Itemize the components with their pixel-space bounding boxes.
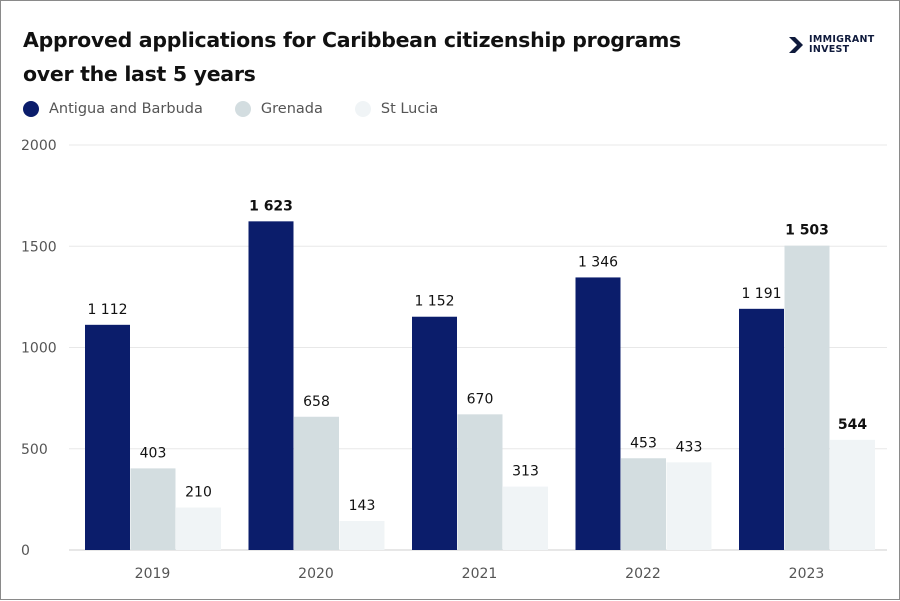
y-tick-label: 1000 <box>21 341 57 357</box>
x-tick-label: 2023 <box>789 566 825 582</box>
logo-line-1: IMMIGRANT <box>809 34 875 45</box>
title-line-2: over the last 5 years <box>23 62 256 86</box>
legend-swatch <box>23 101 39 117</box>
logo-line-2: INVEST <box>809 44 850 55</box>
x-tick-label: 2021 <box>462 566 498 582</box>
legend-item: St Lucia <box>354 101 439 117</box>
data-label: 544 <box>838 417 867 433</box>
bar-st-lucia <box>830 439 875 550</box>
bar-st-lucia <box>339 521 385 550</box>
immigrant-invest-logo: IMMIGRANT INVEST <box>788 35 875 55</box>
bar-grenada <box>621 458 666 550</box>
x-tick-label: 2022 <box>625 566 661 582</box>
bar-st-lucia <box>666 462 712 550</box>
y-tick-label: 500 <box>21 442 48 458</box>
data-label: 1 112 <box>87 302 127 318</box>
data-label: 313 <box>512 464 539 480</box>
legend-label: Antigua and Barbuda <box>49 101 203 117</box>
chart-title: Approved applications for Caribbean citi… <box>23 23 681 91</box>
bar-antigua-and-barbuda <box>739 308 784 550</box>
data-label: 658 <box>303 394 330 410</box>
bar-antigua-and-barbuda <box>412 316 457 550</box>
bar-st-lucia <box>503 486 548 550</box>
bar-st-lucia <box>176 507 221 550</box>
bar-grenada <box>457 414 503 550</box>
data-label: 1 191 <box>741 286 781 302</box>
x-tick-label: 2019 <box>135 566 171 582</box>
data-label: 453 <box>630 435 657 451</box>
data-label: 670 <box>467 391 494 407</box>
data-label: 1 503 <box>785 223 829 239</box>
y-tick-label: 0 <box>21 543 30 559</box>
data-label: 210 <box>185 484 212 500</box>
x-tick-label: 2020 <box>298 566 334 582</box>
legend-label: Grenada <box>260 101 323 117</box>
bar-grenada <box>130 468 176 550</box>
legend-swatch <box>234 101 251 117</box>
legend: Antigua and Barbuda Grenada St Lucia <box>23 101 438 117</box>
title-line-1: Approved applications for Caribbean citi… <box>23 28 681 52</box>
data-label: 143 <box>349 498 376 514</box>
data-label: 1 152 <box>414 294 454 310</box>
data-label: 1 623 <box>249 198 293 214</box>
bar-antigua-and-barbuda <box>575 277 621 550</box>
data-label: 433 <box>676 439 703 455</box>
legend-label: St Lucia <box>380 101 439 117</box>
bar-antigua-and-barbuda <box>85 324 130 550</box>
logo-chevron-icon <box>788 37 803 53</box>
bar-grenada <box>784 245 830 550</box>
y-tick-label: 2000 <box>21 138 57 154</box>
bar-grenada <box>294 416 339 550</box>
data-label: 1 346 <box>578 254 618 270</box>
bar-antigua-and-barbuda <box>248 221 294 550</box>
legend-item: Antigua and Barbuda <box>23 101 203 117</box>
legend-swatch <box>354 101 371 117</box>
data-label: 403 <box>140 445 167 461</box>
y-tick-label: 1500 <box>21 239 57 255</box>
legend-item: Grenada <box>234 101 323 117</box>
